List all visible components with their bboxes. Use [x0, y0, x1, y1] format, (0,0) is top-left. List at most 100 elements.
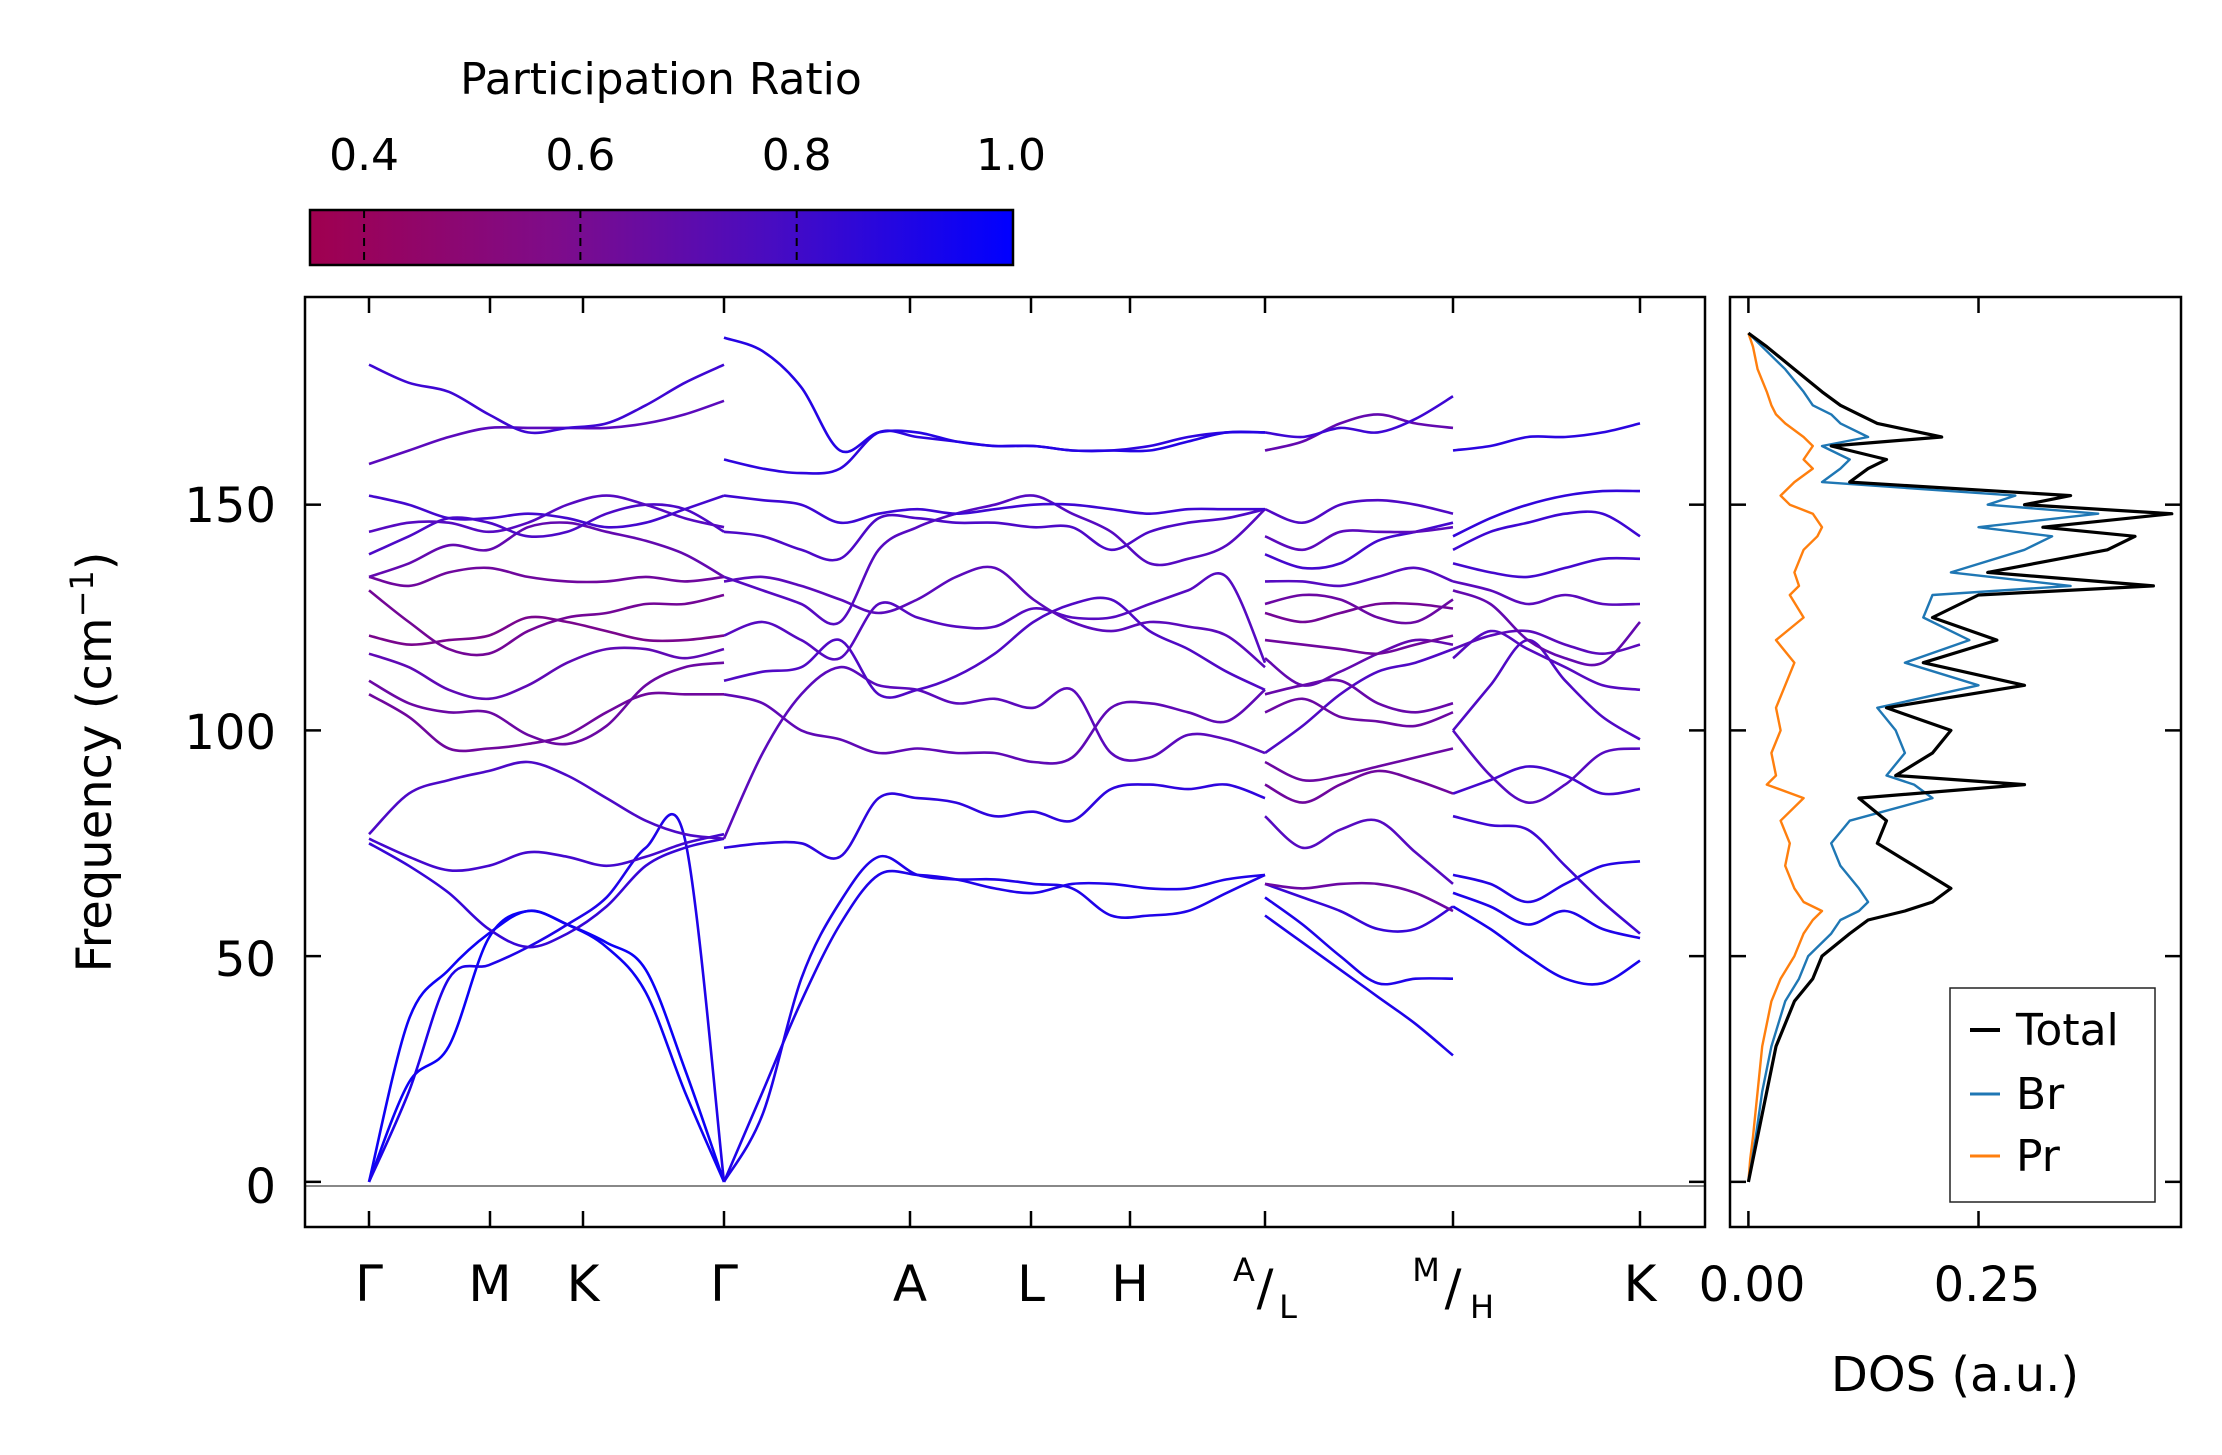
band-seg2-5 — [723, 688, 1266, 765]
dos-line-pr — [1747, 332, 1824, 1182]
band-seg1-4 — [368, 837, 725, 949]
band-seg2-6 — [723, 596, 1266, 699]
band-seg1-11 — [368, 589, 725, 657]
legend-label-br: Br — [2016, 1069, 2065, 1120]
band-seg3-2 — [1264, 896, 1454, 986]
colorbar-tick-label-2: 0.8 — [762, 130, 832, 181]
band-seg2-7 — [723, 572, 1267, 664]
band-seg2-11 — [723, 494, 1265, 525]
colorbar-tick-label-3: 1.0 — [976, 130, 1046, 181]
band-seg4-10 — [1452, 589, 1641, 667]
band-seg2-4 — [722, 665, 1266, 840]
band-seg3-9 — [1264, 697, 1454, 728]
band-seg1-9 — [368, 646, 725, 701]
x-label-m-h: M / H — [1412, 1251, 1494, 1326]
band-seg1-6 — [368, 760, 725, 840]
band-seg4-8 — [1452, 629, 1641, 692]
y-tick-label-100: 100 — [184, 705, 276, 761]
dos-x-tick-label-0: 0.00 — [1699, 1257, 1806, 1313]
band-seg4-4 — [1452, 814, 1641, 935]
y-tick-labels: 0 50 100 150 — [184, 478, 276, 1215]
dos-frame — [1728, 295, 2183, 1229]
band-seg1-10 — [368, 615, 725, 646]
x-label-a-l: A / L — [1233, 1251, 1297, 1326]
band-seg2-2 — [722, 854, 1266, 1183]
band-seg2-10 — [723, 507, 1266, 562]
band-seg1-13 — [368, 521, 725, 579]
band-seg3-12 — [1264, 634, 1454, 656]
legend: Total Br Pr — [1949, 987, 2156, 1203]
band-seg2-9 — [723, 494, 1266, 626]
band-seg3-14 — [1264, 593, 1454, 625]
band-seg1-5 — [368, 832, 725, 872]
band-seg3-8 — [1264, 647, 1454, 755]
band-seg3-17 — [1264, 525, 1454, 552]
band-seg3-18 — [1264, 498, 1454, 525]
x-label-m-h-slash: / — [1445, 1259, 1462, 1317]
band-seg1-15 — [368, 494, 725, 534]
band-lines — [367, 336, 1641, 1183]
band-seg2-12 — [723, 429, 1266, 475]
y-axis-label-main: Frequency (cm — [67, 617, 123, 972]
x-label-a-l-slash: / — [1257, 1259, 1274, 1317]
dos-lines — [1746, 331, 2174, 1183]
band-seg1-18 — [368, 363, 725, 435]
x-label-gamma-2: Γ — [710, 1255, 738, 1313]
band-seg1-16 — [368, 494, 725, 529]
colorbar-tick-label-0: 0.4 — [329, 130, 399, 181]
band-seg3-11 — [1264, 638, 1454, 687]
band-seg4-3 — [1452, 860, 1641, 904]
band-seg4-13 — [1452, 510, 1641, 551]
colorbar-tick-label-1: 0.6 — [545, 130, 615, 181]
x-label-a-l-bottom: L — [1279, 1288, 1297, 1326]
x-label-k-1: K — [567, 1255, 601, 1313]
y-tick-label-0: 0 — [245, 1159, 276, 1215]
band-seg4-2 — [1452, 891, 1641, 940]
band-seg3-10 — [1264, 678, 1454, 714]
band-seg1-17 — [368, 399, 725, 466]
colorbar-title: Participation Ratio — [460, 54, 862, 105]
band-seg4-12 — [1452, 556, 1641, 579]
band-seg4-5 — [1452, 765, 1641, 796]
y-axis-label: Frequency (cm−1) — [63, 551, 123, 972]
dos-x-tick-label-1: 0.25 — [1934, 1257, 2041, 1313]
band-structure-panel: 0 50 100 150 Frequency (cm−1) Γ M K Γ A … — [63, 295, 1707, 1326]
band-seg2-13 — [723, 336, 1266, 454]
band-seg3-20 — [1264, 395, 1454, 439]
band-seg1-14 — [368, 503, 725, 556]
y-axis-label-sup: −1 — [63, 570, 101, 617]
band-seg2-3 — [723, 783, 1266, 860]
band-seg3-6 — [1264, 769, 1454, 804]
band-seg1-12 — [368, 566, 725, 588]
band-seg3-1 — [1264, 914, 1454, 1057]
band-seg1-8 — [368, 661, 725, 746]
x-label-gamma-1: Γ — [355, 1255, 383, 1313]
band-seg1-2 — [367, 909, 726, 1183]
band-seg1-7 — [368, 691, 724, 753]
band-x-ticks — [367, 297, 1642, 1227]
x-label-l: L — [1017, 1255, 1045, 1313]
colorbar-ticks: 0.4 0.6 0.8 1.0 — [329, 130, 1046, 265]
band-y-ticks — [305, 503, 1705, 1184]
colorbar-gradient — [308, 208, 1015, 267]
band-seg4-9 — [1452, 629, 1641, 656]
dos-line-br — [1747, 332, 2100, 1183]
legend-label-total: Total — [2015, 1005, 2119, 1056]
legend-label-pr: Pr — [2016, 1131, 2061, 1182]
x-label-m: M — [468, 1255, 511, 1313]
band-seg3-7 — [1264, 747, 1454, 782]
colorbar: Participation Ratio 0.4 0.6 0.8 1.0 — [308, 54, 1046, 267]
dos-panel: 0.00 0.25 DOS (a.u.) Total Br Pr — [1699, 295, 2183, 1403]
band-seg2-8 — [723, 565, 1266, 669]
x-label-m-h-bottom: H — [1470, 1288, 1494, 1326]
band-seg3-15 — [1264, 566, 1454, 588]
x-tick-labels: Γ M K Γ A L H A / L M / H K — [355, 1251, 1658, 1326]
x-label-a: A — [893, 1255, 927, 1313]
x-label-k-2: K — [1624, 1255, 1658, 1313]
dos-line-total — [1746, 331, 2174, 1183]
dos-ticks — [1730, 297, 2181, 1227]
y-tick-label-150: 150 — [184, 478, 276, 534]
x-label-a-l-top: A — [1233, 1251, 1255, 1289]
band-seg4-15 — [1452, 422, 1641, 452]
band-seg4-6 — [1451, 729, 1641, 804]
